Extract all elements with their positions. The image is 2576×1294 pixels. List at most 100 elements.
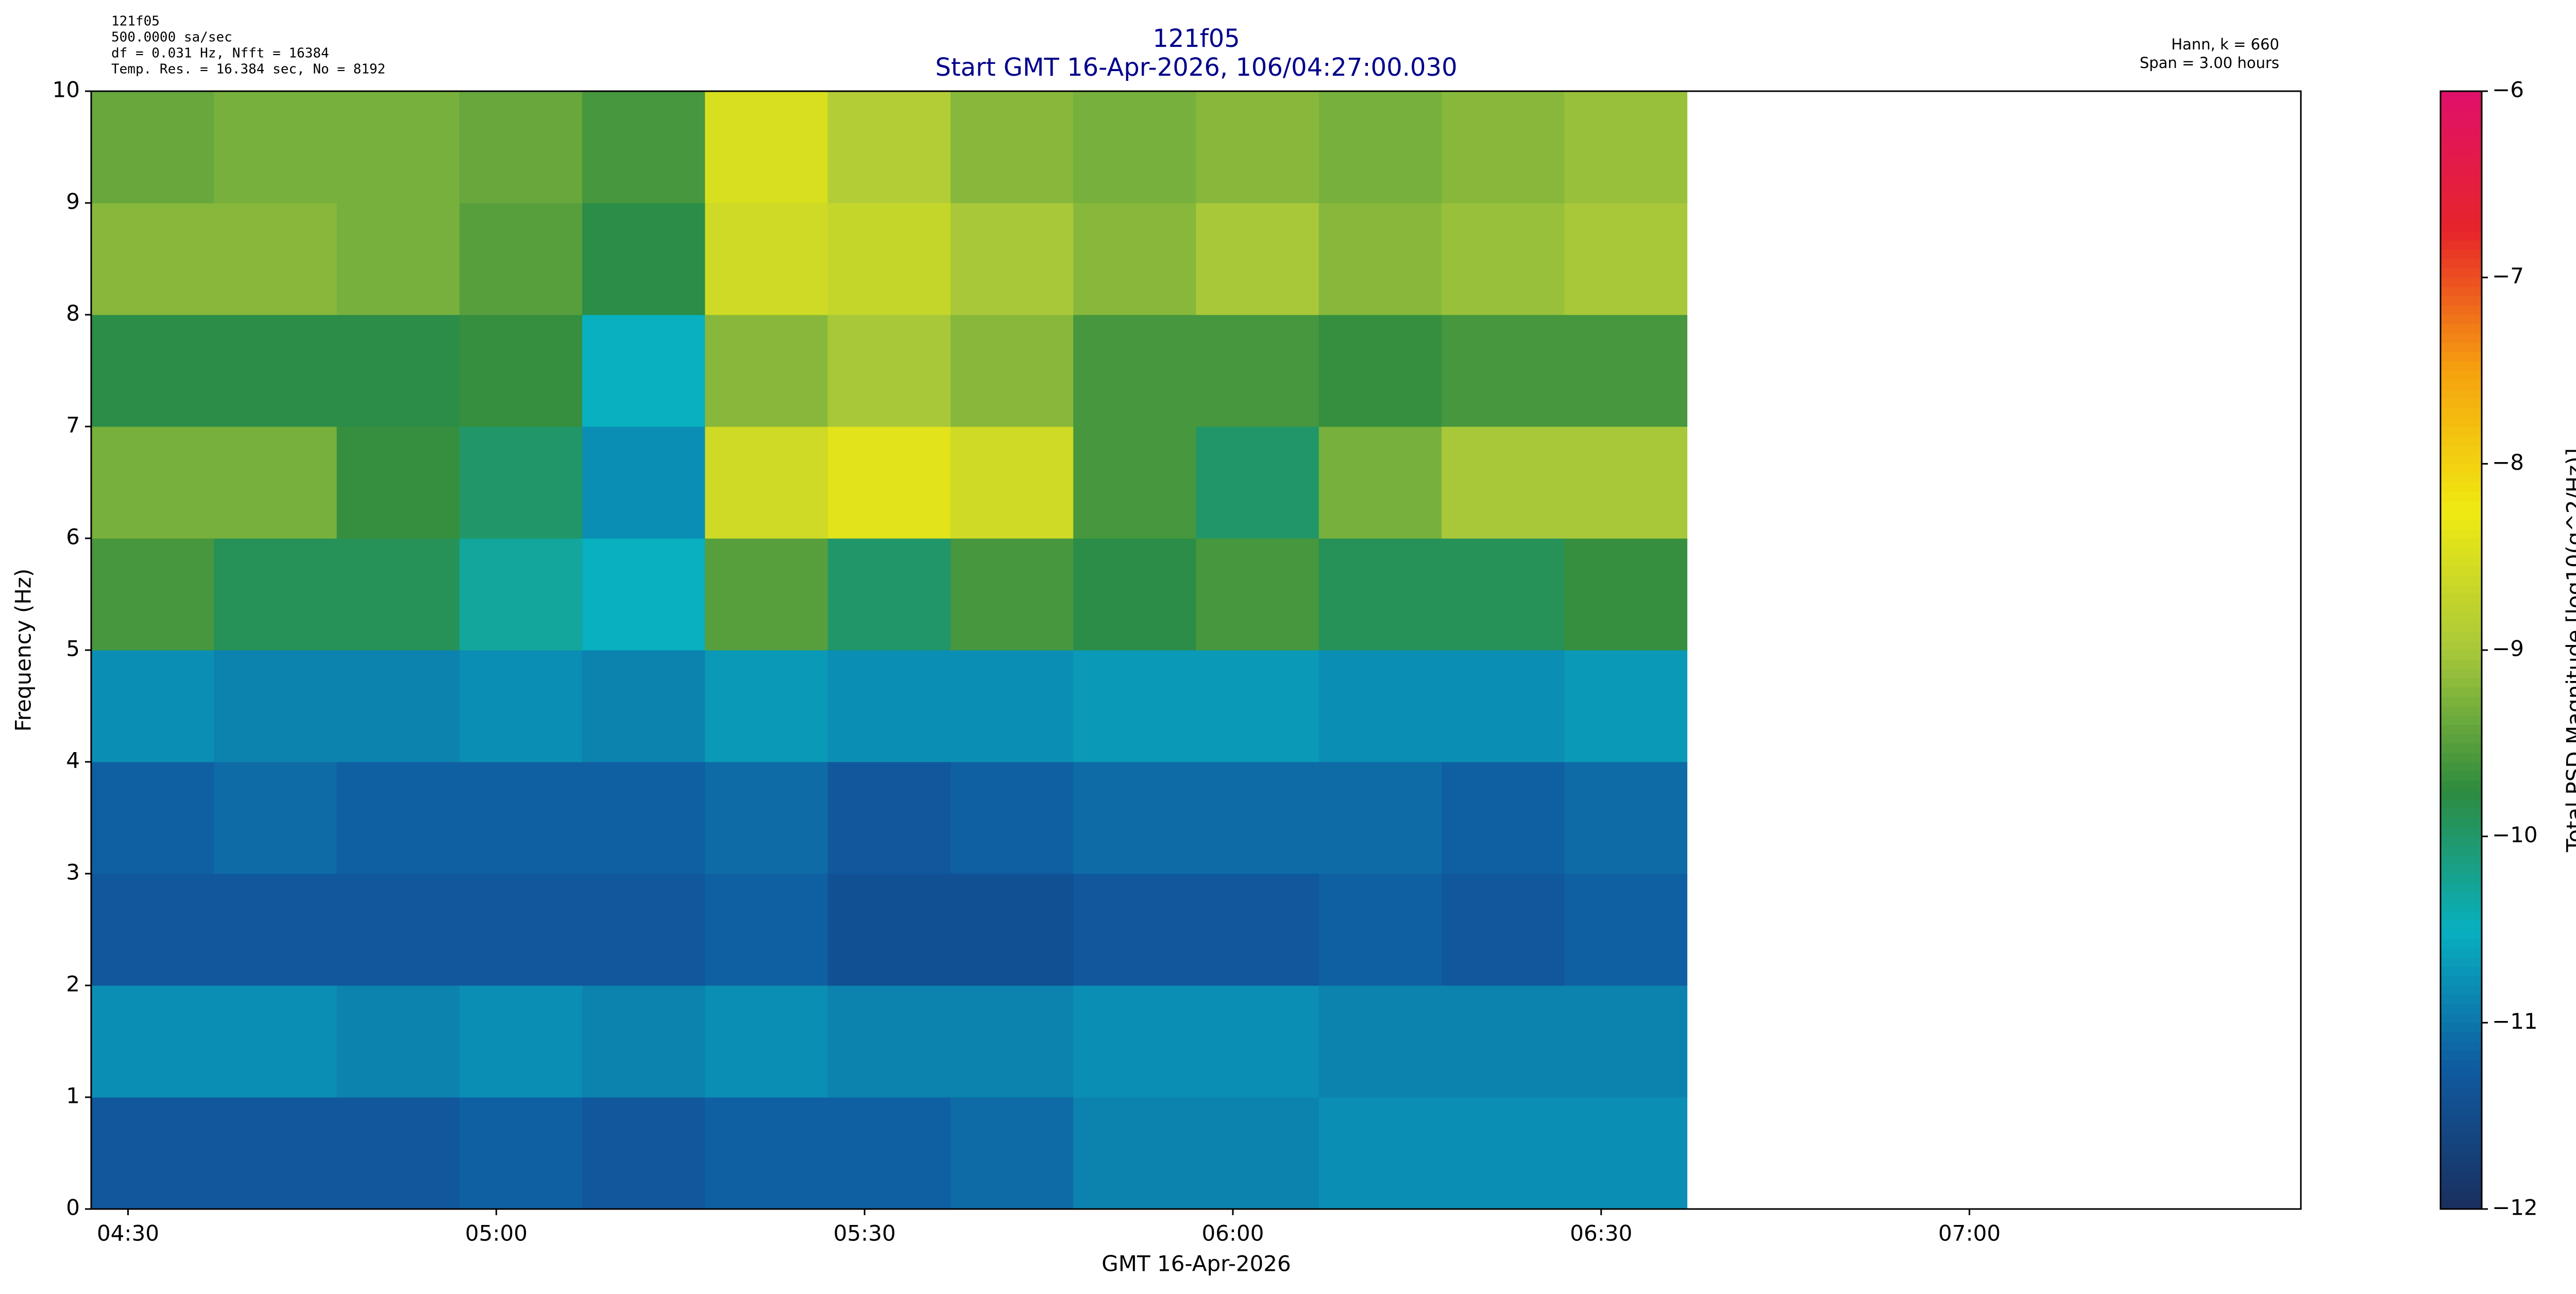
y-tick-label: 2 <box>66 972 80 997</box>
heatmap-cell <box>336 650 460 762</box>
heatmap-cell <box>91 650 214 762</box>
colorbar-segment <box>2441 1106 2482 1116</box>
heatmap-cell <box>950 315 1074 427</box>
heatmap-cell <box>336 315 460 427</box>
heatmap-cell <box>950 874 1074 986</box>
colorbar-tick-label: −9 <box>2492 636 2524 661</box>
colorbar-segment <box>2441 594 2482 604</box>
heatmap-cell <box>1196 91 1319 203</box>
heatmap-cell <box>336 203 460 315</box>
heatmap-cell <box>1073 538 1196 651</box>
heatmap-cell <box>582 538 705 651</box>
heatmap-cell <box>214 203 337 315</box>
heatmap-cell <box>91 538 214 651</box>
colorbar-segment <box>2441 780 2482 790</box>
heatmap-cell <box>214 91 337 203</box>
colorbar-segment <box>2441 203 2482 213</box>
colorbar-segment <box>2441 1144 2482 1153</box>
heatmap-cell <box>1318 762 1442 874</box>
x-tick-label: 04:30 <box>97 1221 159 1246</box>
x-tick-label: 05:30 <box>834 1221 896 1246</box>
colorbar-segment <box>2441 370 2482 381</box>
heatmap-cell <box>1442 762 1565 874</box>
info-text: Temp. Res. = 16.384 sec, No = 8192 <box>111 62 385 77</box>
heatmap-cell <box>1564 538 1688 651</box>
colorbar-segment <box>2441 315 2482 325</box>
colorbar-segment <box>2441 1023 2482 1032</box>
colorbar-segment <box>2441 734 2482 744</box>
heatmap-cell <box>1318 650 1442 762</box>
heatmap-cell <box>582 91 705 203</box>
colorbar-segment <box>2441 380 2482 390</box>
colorbar-segment <box>2441 827 2482 837</box>
y-tick-label: 6 <box>66 524 80 550</box>
heatmap-cell <box>1073 650 1196 762</box>
heatmap-cell <box>214 985 337 1098</box>
heatmap-cell <box>459 1097 583 1210</box>
colorbar-segment <box>2441 398 2482 408</box>
heatmap-cell <box>705 1097 828 1210</box>
colorbar-segment <box>2441 436 2482 446</box>
heatmap-cell <box>1442 538 1565 651</box>
colorbar-segment <box>2441 548 2482 557</box>
colorbar-segment <box>2441 920 2482 930</box>
heatmap-cell <box>91 762 214 874</box>
heatmap-cell <box>827 650 951 762</box>
heatmap-cell <box>582 762 705 874</box>
x-tick-label: 07:00 <box>1938 1221 2001 1246</box>
colorbar-segment <box>2441 790 2482 799</box>
heatmap-cell <box>827 985 951 1098</box>
colorbar-segment <box>2441 1153 2482 1163</box>
colorbar-segment <box>2441 883 2482 893</box>
heatmap-cell <box>1564 427 1688 539</box>
heatmap-cell <box>336 91 460 203</box>
colorbar-segment <box>2441 706 2482 716</box>
heatmap-cell <box>1442 427 1565 539</box>
colorbar-segment <box>2441 138 2482 147</box>
heatmap-cell <box>950 538 1074 651</box>
colorbar-segment <box>2441 939 2482 949</box>
heatmap-cell <box>1318 203 1442 315</box>
colorbar-segment <box>2441 473 2482 483</box>
heatmap-cell <box>214 538 337 651</box>
colorbar-segment <box>2441 1190 2482 1200</box>
heatmap-cell <box>1442 874 1565 986</box>
heatmap-cell <box>582 427 705 539</box>
colorbar-tick-label: −12 <box>2492 1195 2538 1220</box>
heatmap-cell <box>827 91 951 203</box>
heatmap-cell <box>1318 315 1442 427</box>
colorbar-tick-label: −8 <box>2492 450 2524 475</box>
info-text: 500.0000 sa/sec <box>111 30 232 45</box>
heatmap-cell <box>705 538 828 651</box>
x-tick-label: 05:00 <box>465 1221 528 1246</box>
heatmap-cell <box>91 91 214 203</box>
colorbar-segment <box>2441 100 2482 110</box>
y-tick-label: 8 <box>66 301 80 326</box>
colorbar-segment <box>2441 482 2482 492</box>
colorbar-segment <box>2441 464 2482 473</box>
heatmap-cell <box>214 650 337 762</box>
colorbar-segment <box>2441 603 2482 614</box>
heatmap-cell <box>705 985 828 1098</box>
heatmap-cell <box>1564 985 1688 1098</box>
heatmap-cell <box>1442 203 1565 315</box>
y-tick-label: 3 <box>66 860 80 885</box>
heatmap-cell <box>1564 874 1688 986</box>
colorbar-segment <box>2441 128 2482 138</box>
heatmap-cell <box>1318 538 1442 651</box>
heatmap-cell <box>1318 1097 1442 1210</box>
y-tick-label: 7 <box>66 413 80 438</box>
colorbar-segment <box>2441 566 2482 576</box>
colorbar-segment <box>2441 659 2482 669</box>
colorbar-segment <box>2441 752 2482 762</box>
heatmap-cell <box>705 315 828 427</box>
colorbar-segment <box>2441 156 2482 166</box>
heatmap-cell <box>827 315 951 427</box>
colorbar-segment <box>2441 1162 2482 1172</box>
colorbar-segment <box>2441 864 2482 874</box>
info-text: Span = 3.00 hours <box>2140 54 2279 72</box>
heatmap-cell <box>1442 650 1565 762</box>
heatmap-cell <box>705 427 828 539</box>
colorbar-segment <box>2441 631 2482 641</box>
